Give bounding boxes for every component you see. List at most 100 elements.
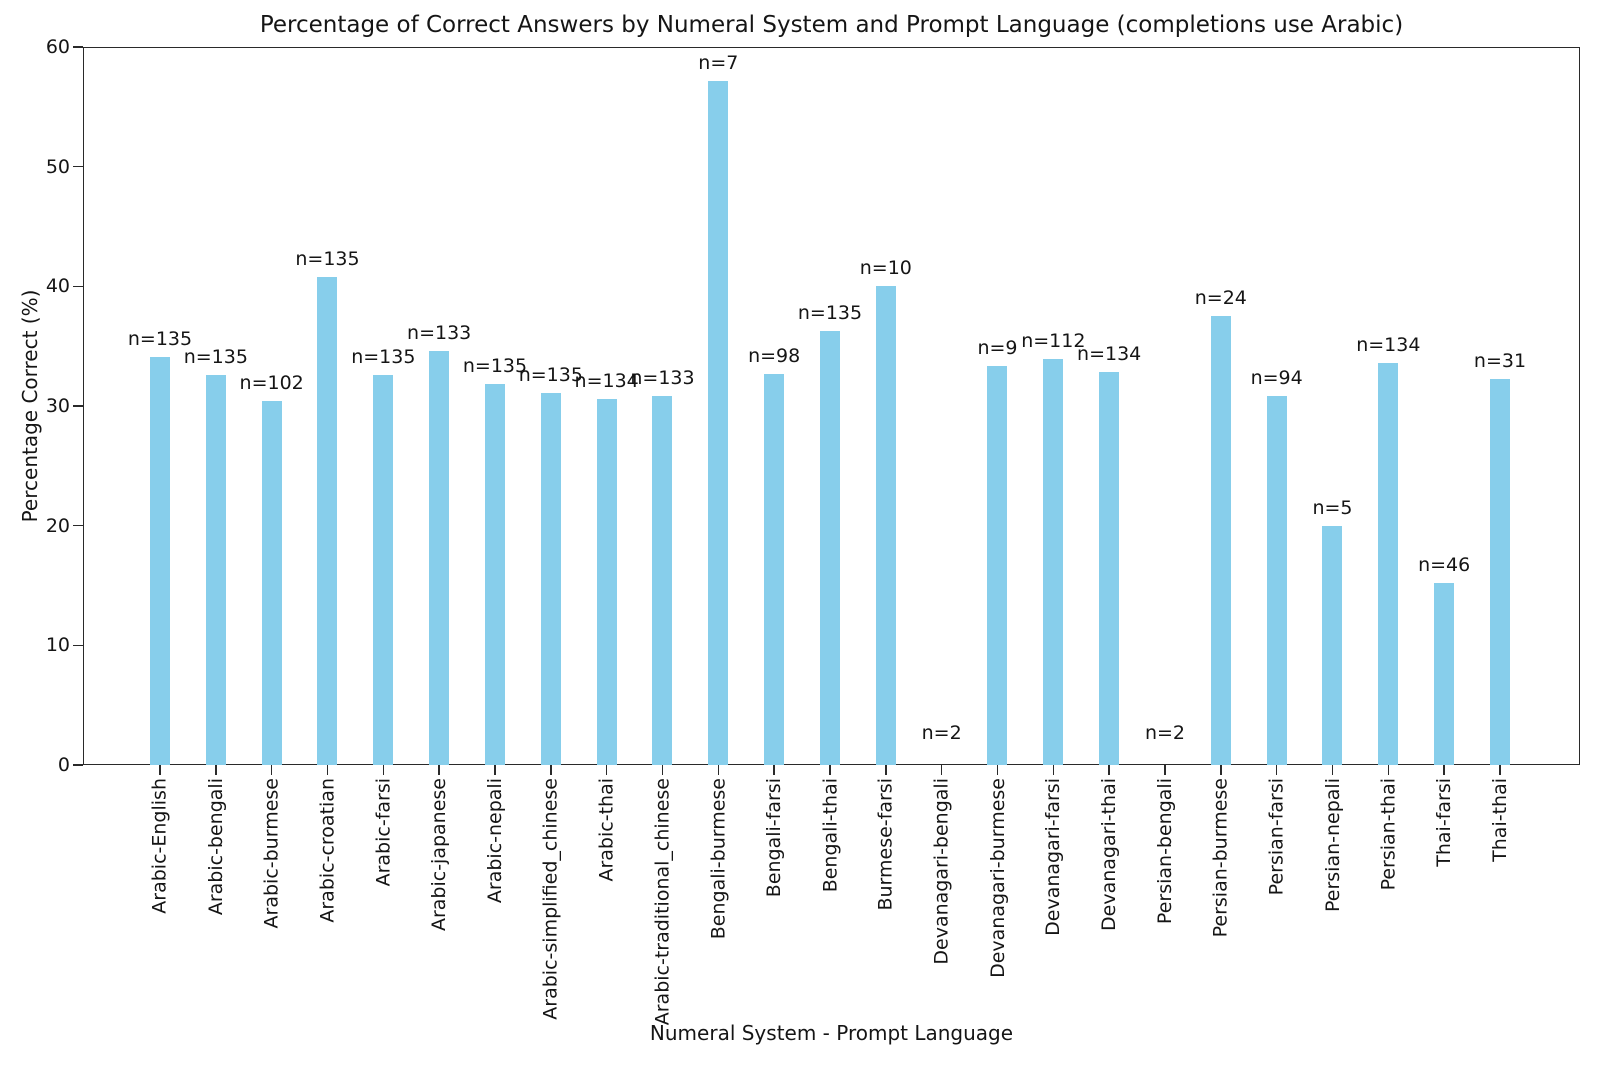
x-tick-mark xyxy=(1164,765,1166,775)
x-tick-mark xyxy=(1220,765,1222,775)
bar-Arabic-japanese xyxy=(429,351,450,765)
bar-count-label: n=2 xyxy=(921,722,962,744)
x-tick-label: Arabic-thai xyxy=(595,778,618,882)
x-tick-label: Persian-bengali xyxy=(1154,778,1176,925)
bar-Arabic-burmese xyxy=(261,401,282,765)
x-tick-mark xyxy=(215,765,217,775)
x-tick-mark xyxy=(494,765,496,775)
x-tick-label: Bengali-burmese xyxy=(707,778,730,940)
y-tick-label: 50 xyxy=(45,155,70,178)
y-tick-label: 40 xyxy=(45,275,70,298)
x-tick-label: Arabic-traditional_chinese xyxy=(651,778,674,1026)
y-tick-label: 30 xyxy=(45,395,70,417)
x-tick-label: Thai-thai xyxy=(1489,778,1511,862)
x-tick-label: Devanagari-burmese xyxy=(986,778,1009,978)
y-tick-mark xyxy=(73,524,83,527)
bar-count-label: n=134 xyxy=(1356,334,1421,357)
y-tick-label: 60 xyxy=(45,36,70,58)
bar-count-label: n=102 xyxy=(239,372,304,395)
x-tick-mark xyxy=(550,765,552,775)
bar-count-label: n=134 xyxy=(574,369,639,392)
x-tick-label: Arabic-farsi xyxy=(372,778,395,887)
x-tick-mark xyxy=(885,765,887,775)
x-tick-mark xyxy=(1052,765,1055,775)
y-tick-label: 0 xyxy=(57,754,70,776)
bar-count-label: n=135 xyxy=(462,354,528,377)
x-tick-label: Arabic-croatian xyxy=(316,778,339,923)
bar-count-label: n=10 xyxy=(859,257,912,280)
x-tick-mark xyxy=(605,765,608,775)
bar-Arabic-traditional_chinese xyxy=(652,396,673,765)
bar-Devanagari-thai xyxy=(1099,372,1120,765)
bar-count-label: n=94 xyxy=(1250,366,1303,389)
x-tick-mark xyxy=(1499,765,1501,775)
chart-title: Percentage of Correct Answers by Numeral… xyxy=(259,12,1404,38)
x-tick-label: Burmese-farsi xyxy=(874,778,897,911)
bar-count-label: n=135 xyxy=(183,346,248,368)
bar-count-label: n=134 xyxy=(1077,343,1142,365)
y-tick-mark xyxy=(73,405,83,407)
x-tick-mark xyxy=(1331,765,1334,775)
bar-Persian-nepali xyxy=(1322,525,1343,765)
x-tick-label: Arabic-simplified_chinese xyxy=(539,778,562,1020)
bar-Bengali-farsi xyxy=(764,374,785,765)
bar-Persian-thai xyxy=(1378,363,1399,765)
bar-Arabic-farsi xyxy=(373,375,394,765)
x-tick-mark xyxy=(159,765,161,775)
bar-count-label: n=24 xyxy=(1194,287,1247,310)
x-tick-mark xyxy=(270,765,273,775)
bar-count-label: n=7 xyxy=(698,52,739,75)
x-tick-mark xyxy=(1275,765,1278,775)
x-tick-mark xyxy=(1108,765,1110,775)
x-tick-mark xyxy=(773,765,775,775)
y-tick-mark xyxy=(73,764,83,766)
y-tick-label: 10 xyxy=(45,634,70,657)
x-tick-mark xyxy=(829,765,831,775)
bar-Devanagari-farsi xyxy=(1043,358,1064,765)
bar-count-label: n=135 xyxy=(127,328,193,351)
bar-count-label: n=9 xyxy=(977,337,1018,360)
x-tick-label: Persian-nepali xyxy=(1321,778,1344,912)
bar-count-label: n=133 xyxy=(407,322,472,345)
x-axis-label: Numeral System - Prompt Language xyxy=(649,1021,1014,1045)
bar-count-label: n=31 xyxy=(1473,349,1527,372)
x-tick-mark xyxy=(438,765,440,775)
x-tick-label: Persian-thai xyxy=(1377,778,1400,891)
bar-count-label: n=5 xyxy=(1312,496,1353,519)
y-tick-mark xyxy=(73,644,83,647)
bar-count-label: n=135 xyxy=(797,301,863,324)
bar-count-label: n=133 xyxy=(630,367,695,390)
x-tick-mark xyxy=(717,765,720,775)
x-tick-mark xyxy=(996,765,999,775)
y-tick-mark xyxy=(73,46,83,48)
bar-count-label: n=112 xyxy=(1021,329,1086,352)
bar-Arabic-croatian xyxy=(317,277,338,765)
x-tick-label: Devanagari-farsi xyxy=(1042,778,1065,936)
x-tick-label: Thai-farsi xyxy=(1433,778,1456,867)
bar-count-label: n=46 xyxy=(1418,553,1471,576)
bar-Arabic-thai xyxy=(596,398,617,765)
bar-count-label: n=98 xyxy=(748,345,801,368)
x-tick-label: Arabic-nepali xyxy=(484,778,506,904)
x-tick-mark xyxy=(1387,765,1390,775)
bar-count-label: n=2 xyxy=(1144,722,1186,744)
x-tick-mark xyxy=(940,765,943,775)
x-tick-mark xyxy=(326,765,329,775)
x-tick-label: Arabic-bengali xyxy=(204,778,227,916)
x-tick-mark xyxy=(1443,765,1445,775)
bar-Thai-farsi xyxy=(1434,582,1455,765)
bar-Persian-burmese xyxy=(1210,316,1231,765)
x-tick-label: Persian-farsi xyxy=(1265,778,1288,896)
x-tick-label: Devanagari-bengali xyxy=(930,778,953,965)
bar-count-label: n=135 xyxy=(295,248,360,271)
bar-Arabic-English xyxy=(150,357,170,765)
x-tick-label: Persian-burmese xyxy=(1209,778,1232,938)
x-tick-mark xyxy=(661,765,664,775)
x-tick-label: Arabic-japanese xyxy=(428,778,451,932)
x-tick-mark xyxy=(382,765,385,775)
x-tick-label: Arabic-burmese xyxy=(260,778,283,929)
x-tick-label: Bengali-farsi xyxy=(763,778,786,898)
bar-Persian-farsi xyxy=(1266,395,1287,765)
bar-count-label: n=135 xyxy=(518,363,583,386)
